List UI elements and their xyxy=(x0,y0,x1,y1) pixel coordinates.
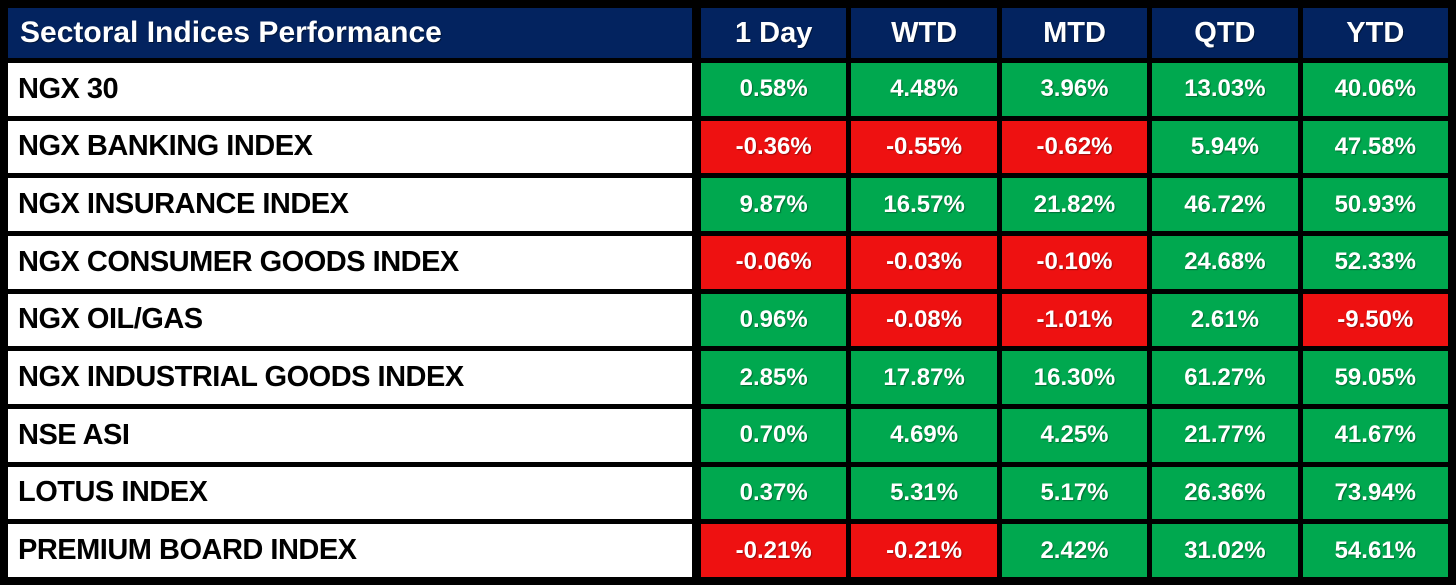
value-cell: 50.93% xyxy=(1302,178,1448,231)
column-header-ytd: YTD xyxy=(1302,8,1448,58)
value-cell: 13.03% xyxy=(1152,63,1298,116)
value-cell: 61.27% xyxy=(1152,351,1298,404)
value-cell: 5.31% xyxy=(851,466,997,520)
value-cell: 21.77% xyxy=(1152,409,1298,462)
value-cell: -0.55% xyxy=(851,120,997,174)
value-cell: 16.30% xyxy=(1001,351,1148,404)
value-cell: 9.87% xyxy=(701,178,847,231)
row-label-nse-asi: NSE ASI xyxy=(8,409,696,462)
column-header-mtd: MTD xyxy=(1001,8,1148,58)
value-cell: 16.57% xyxy=(851,178,997,231)
row-label-ngx-banking-index: NGX BANKING INDEX xyxy=(8,120,696,174)
value-cell: -9.50% xyxy=(1302,293,1448,347)
value-cell: 3.96% xyxy=(1001,63,1148,116)
value-cell: 2.42% xyxy=(1001,524,1148,577)
value-cell: 2.61% xyxy=(1152,293,1298,347)
value-cell: -0.10% xyxy=(1001,236,1148,289)
value-cell: 5.94% xyxy=(1152,120,1298,174)
column-header-1day: 1 Day xyxy=(701,8,847,58)
row-label-ngx-oil-gas: NGX OIL/GAS xyxy=(8,293,696,347)
value-cell: 0.37% xyxy=(701,466,847,520)
value-cell: -0.21% xyxy=(851,524,997,577)
value-cell: 41.67% xyxy=(1302,409,1448,462)
value-cell: 40.06% xyxy=(1302,63,1448,116)
value-cell: 54.61% xyxy=(1302,524,1448,577)
value-cell: -1.01% xyxy=(1001,293,1148,347)
value-cell: 24.68% xyxy=(1152,236,1298,289)
value-cell: 52.33% xyxy=(1302,236,1448,289)
value-cell: -0.08% xyxy=(851,293,997,347)
value-cell: 4.25% xyxy=(1001,409,1148,462)
value-cell: 26.36% xyxy=(1152,466,1298,520)
value-cell: -0.03% xyxy=(851,236,997,289)
column-header-wtd: WTD xyxy=(851,8,997,58)
value-cell: 47.58% xyxy=(1302,120,1448,174)
value-cell: 17.87% xyxy=(851,351,997,404)
row-label-premium-board-index: PREMIUM BOARD INDEX xyxy=(8,524,696,577)
value-cell: 59.05% xyxy=(1302,351,1448,404)
row-label-lotus-index: LOTUS INDEX xyxy=(8,466,696,520)
value-cell: 5.17% xyxy=(1001,466,1148,520)
table-title: Sectoral Indices Performance xyxy=(8,8,696,58)
value-cell: -0.62% xyxy=(1001,120,1148,174)
value-cell: 73.94% xyxy=(1302,466,1448,520)
row-label-ngx-consumer-goods-index: NGX CONSUMER GOODS INDEX xyxy=(8,236,696,289)
value-cell: -0.36% xyxy=(701,120,847,174)
value-cell: 21.82% xyxy=(1001,178,1148,231)
value-cell: 31.02% xyxy=(1152,524,1298,577)
row-label-ngx-insurance-index: NGX INSURANCE INDEX xyxy=(8,178,696,231)
value-cell: 0.96% xyxy=(701,293,847,347)
column-header-qtd: QTD xyxy=(1152,8,1298,58)
value-cell: 2.85% xyxy=(701,351,847,404)
value-cell: -0.06% xyxy=(701,236,847,289)
value-cell: 4.69% xyxy=(851,409,997,462)
value-cell: -0.21% xyxy=(701,524,847,577)
value-cell: 0.58% xyxy=(701,63,847,116)
value-cell: 0.70% xyxy=(701,409,847,462)
value-cell: 46.72% xyxy=(1152,178,1298,231)
row-label-ngx-30: NGX 30 xyxy=(8,63,696,116)
value-cell: 4.48% xyxy=(851,63,997,116)
row-label-ngx-industrial-goods-index: NGX INDUSTRIAL GOODS INDEX xyxy=(8,351,696,404)
